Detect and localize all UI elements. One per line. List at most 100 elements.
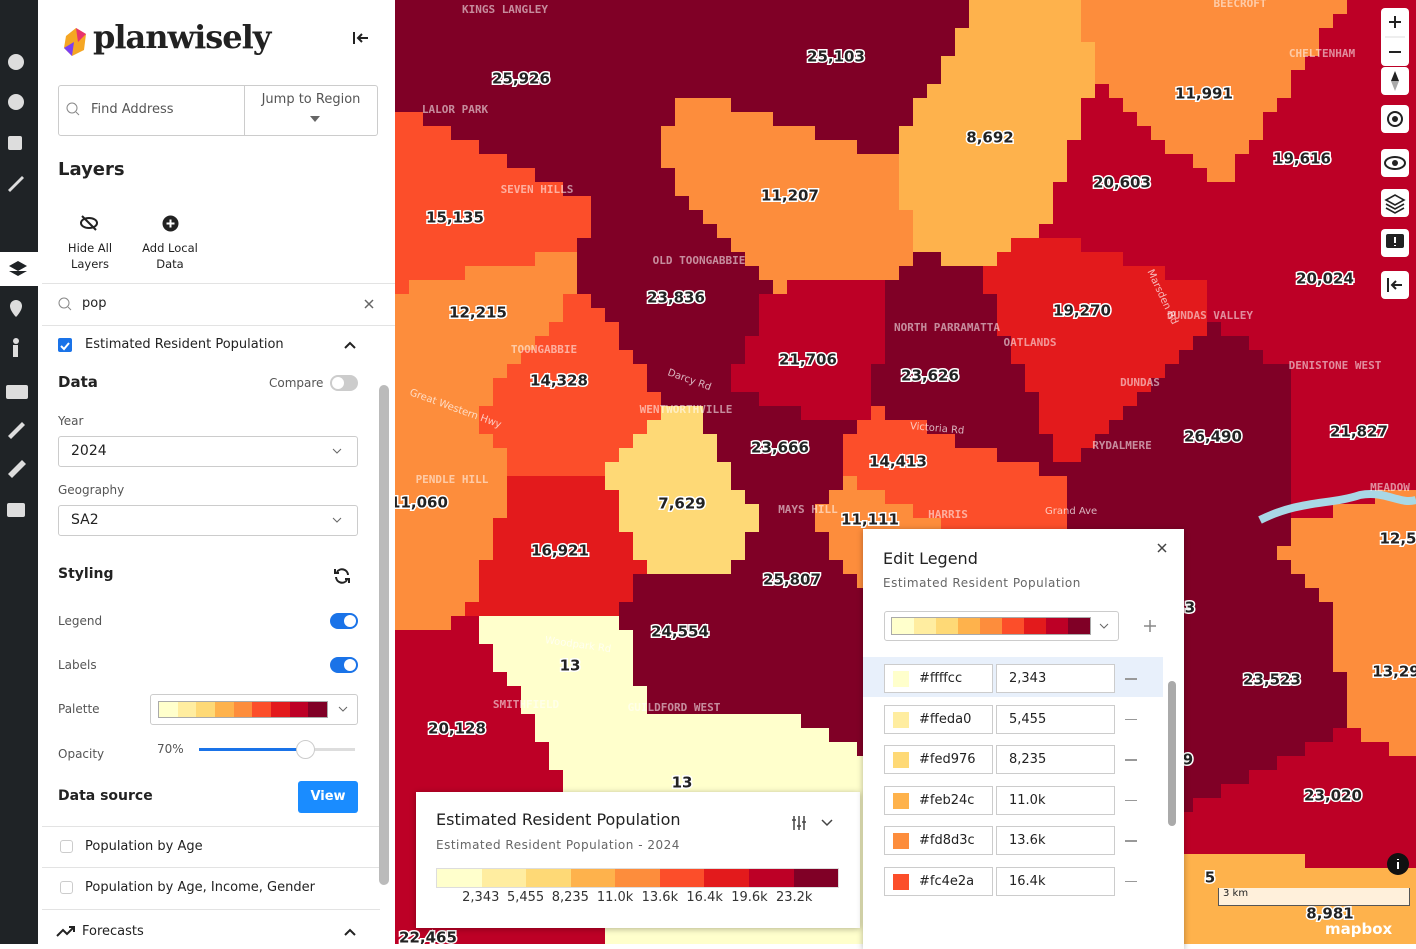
region-cell xyxy=(745,742,760,757)
compare-toggle[interactable] xyxy=(330,375,358,391)
region-cell xyxy=(913,336,928,351)
region-cell xyxy=(549,462,564,477)
region-cell xyxy=(591,28,606,43)
region-cell xyxy=(1067,28,1082,43)
region-cell xyxy=(955,322,970,337)
region-cell xyxy=(1291,490,1306,505)
slider-knob[interactable] xyxy=(296,740,315,759)
layer-checkbox[interactable] xyxy=(60,840,73,853)
region-cell xyxy=(1347,448,1362,463)
region-cell xyxy=(521,336,536,351)
collapse-chevron[interactable] xyxy=(344,928,356,936)
region-cell xyxy=(493,308,508,323)
region-cell xyxy=(507,938,522,944)
address-input[interactable]: Find Address xyxy=(91,102,174,117)
labels-toggle[interactable] xyxy=(330,657,358,673)
region-cell xyxy=(647,756,662,771)
region-cell xyxy=(885,224,900,239)
region-cell xyxy=(507,406,522,421)
region-cell xyxy=(1361,308,1376,323)
region-cell xyxy=(773,126,788,141)
legend-toggle[interactable] xyxy=(330,613,358,629)
region-cell xyxy=(507,728,522,743)
clear-button[interactable] xyxy=(364,299,374,309)
region-cell xyxy=(1179,266,1194,281)
year-value: 2024 xyxy=(71,443,107,459)
region-cell xyxy=(591,756,606,771)
region-cell xyxy=(1277,126,1292,141)
region-cell xyxy=(1263,658,1278,673)
refresh-button[interactable] xyxy=(333,567,351,585)
region-cell xyxy=(899,28,914,43)
region-cell xyxy=(1039,224,1054,239)
region-cell xyxy=(815,126,830,141)
region-cell xyxy=(1277,588,1292,603)
region-cell xyxy=(647,434,662,449)
region-cell xyxy=(759,546,774,561)
region-cell xyxy=(535,392,550,407)
region-cell xyxy=(997,518,1012,533)
layer-filter[interactable]: pop xyxy=(82,296,107,311)
region-cell xyxy=(549,154,564,169)
region-cell xyxy=(1067,42,1082,57)
region-cell xyxy=(843,140,858,155)
region-cell xyxy=(703,714,718,729)
region-cell xyxy=(745,350,760,365)
view-button[interactable]: View xyxy=(298,781,358,813)
region-cell xyxy=(521,350,536,365)
region-cell xyxy=(899,0,914,15)
region-cell xyxy=(871,196,886,211)
region-cell xyxy=(675,448,690,463)
region-cell xyxy=(717,154,732,169)
layer-checkbox[interactable] xyxy=(60,881,73,894)
add-local-button[interactable]: Add Local Data xyxy=(142,241,198,271)
region-cell xyxy=(899,168,914,183)
region-cell xyxy=(1361,448,1376,463)
region-cell xyxy=(563,644,578,659)
region-cell xyxy=(1333,462,1348,477)
region-cell xyxy=(1067,308,1082,323)
region-cell xyxy=(815,518,830,533)
region-cell xyxy=(493,294,508,309)
year-select[interactable] xyxy=(58,436,358,467)
region-cell xyxy=(549,210,564,225)
scrollbar[interactable] xyxy=(379,385,389,885)
region-cell xyxy=(1319,294,1334,309)
region-cell xyxy=(1011,266,1026,281)
region-cell xyxy=(1011,0,1026,15)
region-cell xyxy=(619,238,634,253)
region-cell xyxy=(745,70,760,85)
region-cell xyxy=(1319,14,1334,29)
region-cell xyxy=(479,28,494,43)
region-cell xyxy=(605,672,620,687)
collapse-button[interactable] xyxy=(352,30,370,46)
layer-checkbox[interactable] xyxy=(58,338,72,352)
region-cell xyxy=(787,770,802,785)
region-cell xyxy=(451,168,466,183)
region-cell xyxy=(633,658,648,673)
region-cell xyxy=(913,378,928,393)
region-cell xyxy=(1053,70,1068,85)
region-cell xyxy=(1207,196,1222,211)
region-cell xyxy=(423,224,438,239)
region-cell xyxy=(661,126,676,141)
hide-all-button[interactable]: Hide All Layers xyxy=(67,241,113,271)
region-cell xyxy=(773,602,788,617)
region-cell xyxy=(619,308,634,323)
region-cell xyxy=(1109,252,1124,267)
region-cell xyxy=(1263,910,1278,925)
collapse-chevron[interactable] xyxy=(344,341,356,349)
region-cell xyxy=(1333,56,1348,71)
region-cell xyxy=(1361,140,1376,155)
geography-select[interactable] xyxy=(58,505,358,536)
region-cell xyxy=(465,322,480,337)
region-cell xyxy=(1081,266,1096,281)
region-cell xyxy=(899,42,914,57)
region-cell xyxy=(409,644,424,659)
region-cell xyxy=(535,532,550,547)
palette-select[interactable] xyxy=(150,694,358,725)
jump-region[interactable]: Jump to Region xyxy=(261,92,361,107)
region-cell xyxy=(773,98,788,113)
region-cell xyxy=(997,224,1012,239)
